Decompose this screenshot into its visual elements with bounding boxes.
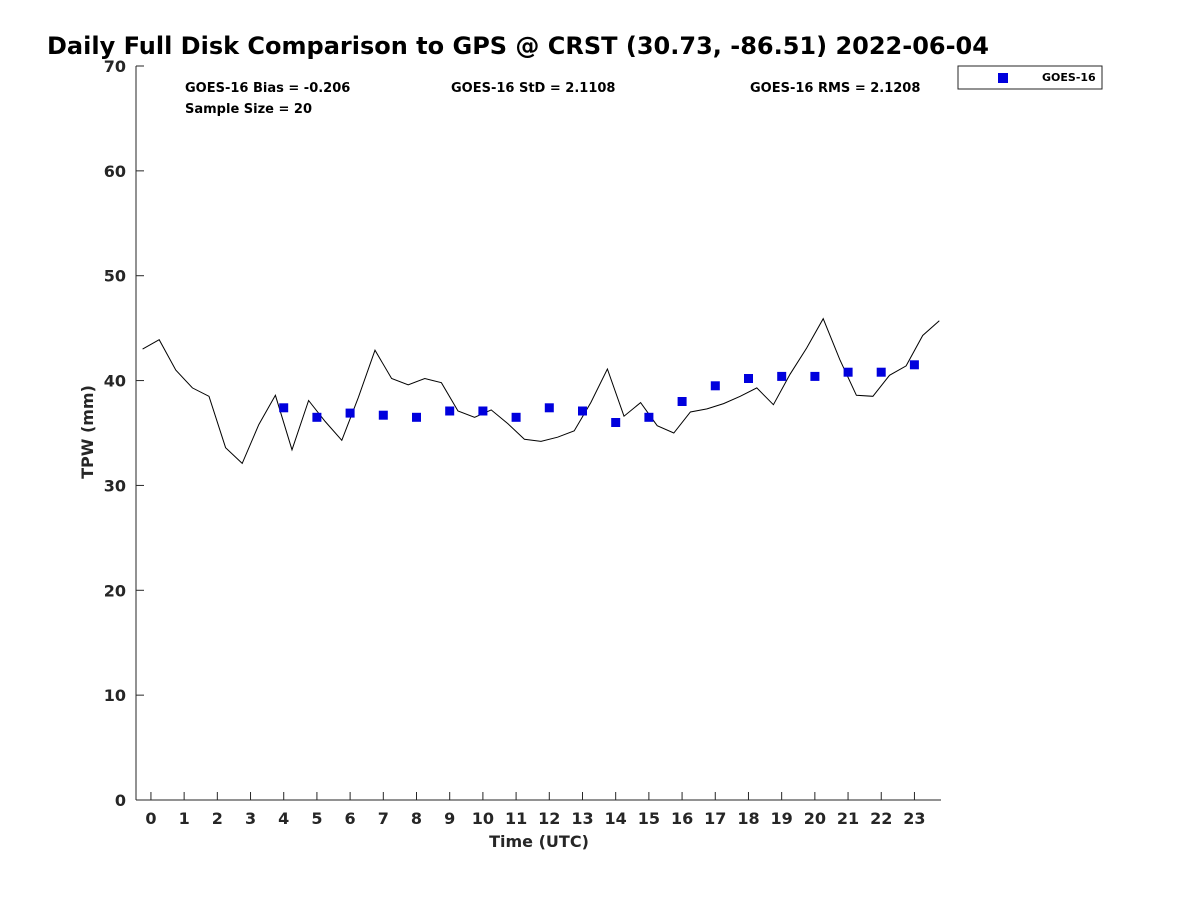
- y-tick-label: 0: [115, 791, 126, 810]
- x-tick-label: 20: [804, 809, 826, 828]
- goes16-point: [777, 371, 787, 381]
- bias-stat: GOES-16 Bias = -0.206: [185, 81, 350, 96]
- y-tick-label: 70: [104, 57, 126, 76]
- goes16-point: [744, 374, 753, 383]
- y-tick-label: 30: [104, 476, 126, 495]
- x-tick-label: 16: [671, 809, 693, 828]
- rms-stat: GOES-16 RMS = 2.1208: [750, 81, 920, 96]
- x-tick-label: 21: [837, 809, 859, 828]
- x-tick-label: 6: [345, 809, 356, 828]
- y-tick-label: 20: [104, 581, 126, 600]
- goes16-point: [909, 360, 919, 370]
- x-tick-label: 12: [538, 809, 560, 828]
- x-tick-label: 5: [311, 809, 322, 828]
- y-tick-label: 10: [104, 686, 126, 705]
- goes16-point: [412, 412, 421, 422]
- gps-line: [142, 317, 940, 465]
- x-axis-label: Time (UTC): [489, 832, 589, 851]
- goes16-point: [511, 412, 521, 422]
- goes16-point: [876, 367, 886, 377]
- goes16-point: [644, 412, 654, 422]
- x-tick-label: 2: [212, 809, 223, 828]
- goes16-point: [445, 406, 455, 416]
- goes16-point: [312, 412, 322, 422]
- x-tick-label: 14: [605, 809, 627, 828]
- x-tick-label: 10: [472, 809, 494, 828]
- x-tick-label: 23: [903, 809, 925, 828]
- legend-marker: [998, 73, 1008, 83]
- y-tick-label: 50: [104, 267, 126, 286]
- x-tick-label: 0: [145, 809, 156, 828]
- x-tick-label: 22: [870, 809, 892, 828]
- sample-size-stat: Sample Size = 20: [185, 102, 312, 117]
- std-stat: GOES-16 StD = 2.1108: [451, 81, 615, 96]
- goes16-point: [677, 397, 687, 406]
- x-tick-label: 4: [278, 809, 289, 828]
- x-tick-label: 3: [245, 809, 256, 828]
- legend-label: GOES-16: [1042, 71, 1096, 84]
- x-tick-label: 13: [571, 809, 593, 828]
- x-tick-label: 17: [704, 809, 726, 828]
- x-tick-label: 8: [411, 809, 422, 828]
- y-axis-label: TPW (mm): [78, 385, 97, 479]
- x-tick-label: 1: [179, 809, 190, 828]
- goes16-point: [544, 403, 554, 413]
- goes16-point: [478, 406, 488, 416]
- x-tick-label: 19: [771, 809, 793, 828]
- x-tick-label: 9: [444, 809, 455, 828]
- goes16-point: [279, 403, 289, 413]
- x-tick-label: 18: [737, 809, 759, 828]
- legend: GOES-16: [957, 65, 1103, 90]
- chart-title: Daily Full Disk Comparison to GPS @ CRST…: [47, 32, 989, 60]
- goes16-point: [345, 408, 355, 418]
- goes16-point: [378, 410, 388, 420]
- y-tick-label: 60: [104, 162, 126, 181]
- goes16-point: [810, 371, 820, 381]
- y-tick-label: 40: [104, 372, 126, 391]
- x-tick-label: 15: [638, 809, 660, 828]
- goes16-point: [710, 381, 720, 391]
- goes16-point: [611, 418, 621, 427]
- legend-box: [957, 65, 1103, 90]
- x-tick-label: 11: [505, 809, 527, 828]
- x-tick-label: 7: [378, 809, 389, 828]
- goes16-point: [843, 367, 853, 377]
- goes16-point: [578, 406, 587, 416]
